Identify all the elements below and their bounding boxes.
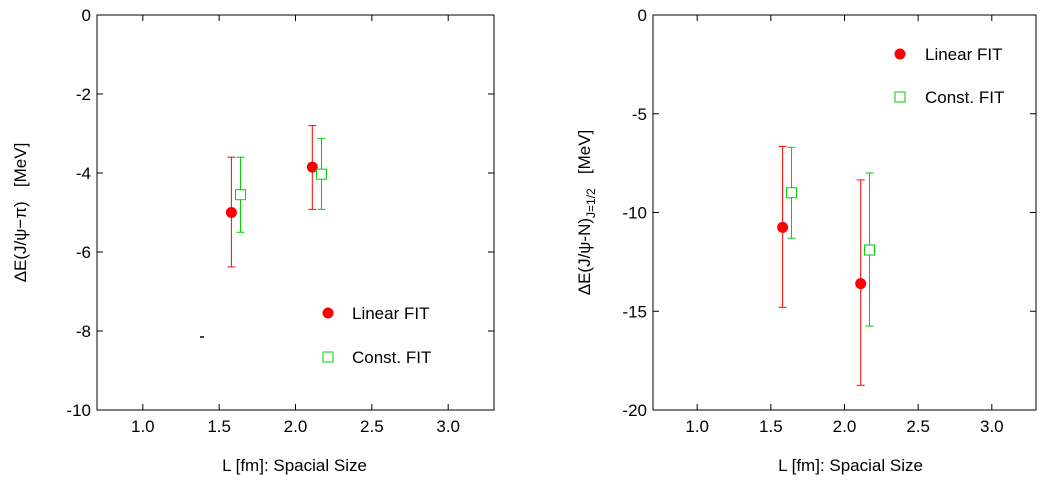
y-tick-label: -10: [622, 204, 647, 223]
x-tick-label: 1.0: [685, 417, 709, 436]
data-point-linear-fit: [777, 221, 789, 233]
data-point-const-fit: [315, 168, 327, 180]
y-axis-label-subscript: J=1/2: [584, 188, 598, 218]
x-tick-label: 2.5: [360, 417, 384, 436]
x-tick-label: 1.5: [759, 417, 783, 436]
legend-label: Const. FIT: [352, 348, 431, 367]
x-tick-label: 1.5: [207, 417, 231, 436]
legend-marker-const-fit: [894, 91, 906, 103]
legend-label: Const. FIT: [925, 88, 1004, 107]
y-axis-label: ΔE(J/ψ-N)J=1/2 [MeV]: [575, 130, 598, 296]
y-axis-label-gap: [11, 187, 30, 201]
x-tick-label: 3.0: [980, 417, 1004, 436]
data-point-linear-fit: [225, 207, 237, 218]
y-tick-label: -10: [66, 401, 91, 420]
data-point-const-fit: [864, 244, 876, 256]
plot-frame: [652, 14, 1037, 411]
y-tick-label: 0: [82, 6, 91, 25]
x-tick-label: 2.5: [906, 417, 930, 436]
legend-label: Linear FIT: [352, 304, 429, 323]
plot-frame: [96, 14, 495, 411]
left-chart: 1.0 1.5 2.0 2.5 3.0 -10 -8 -6 -4 -2 0 L [fm]: Spaci…: [11, 6, 495, 475]
y-axis-label: ΔE(J/ψ−π) [MeV]: [11, 143, 30, 283]
y-axis-label-main: ΔE(J/ψ−π): [11, 201, 30, 282]
data-point-linear-fit: [306, 161, 318, 173]
y-tick-label: -2: [76, 85, 91, 104]
legend-marker-linear-fit: [894, 48, 906, 60]
data-point-const-fit: [235, 189, 247, 201]
y-axis-label-unit: [MeV]: [575, 130, 594, 174]
y-tick-label: -5: [632, 105, 647, 124]
x-tick-label: 1.0: [131, 417, 155, 436]
y-axis-label-unit: [MeV]: [11, 143, 30, 187]
y-tick-label: -20: [622, 401, 647, 420]
right-chart: 1.0 1.5 2.0 2.5 3.0 -20 -15 -10 -5 0 L [fm]: Spaci…: [575, 6, 1037, 475]
y-tick-label: -15: [622, 302, 647, 321]
y-tick-label: -8: [76, 322, 91, 341]
legend-marker-linear-fit: [322, 307, 334, 319]
y-tick-label: -4: [76, 164, 91, 183]
y-tick-label: 0: [638, 6, 647, 25]
x-tick-label: 3.0: [436, 417, 460, 436]
data-point-const-fit: [785, 187, 797, 199]
x-axis-label: L [fm]: Spacial Size: [222, 456, 367, 475]
x-axis-label: L [fm]: Spacial Size: [778, 456, 923, 475]
x-tick-label: 2.0: [284, 417, 308, 436]
legend-label: Linear FIT: [925, 45, 1002, 64]
y-axis-label-gap: [575, 174, 594, 188]
y-axis-label-main: ΔE(J/ψ-N): [575, 218, 594, 295]
y-tick-label: -6: [76, 243, 91, 262]
x-tick-label: 2.0: [833, 417, 857, 436]
legend-marker-const-fit: [322, 351, 334, 363]
data-point-linear-fit: [855, 278, 867, 290]
